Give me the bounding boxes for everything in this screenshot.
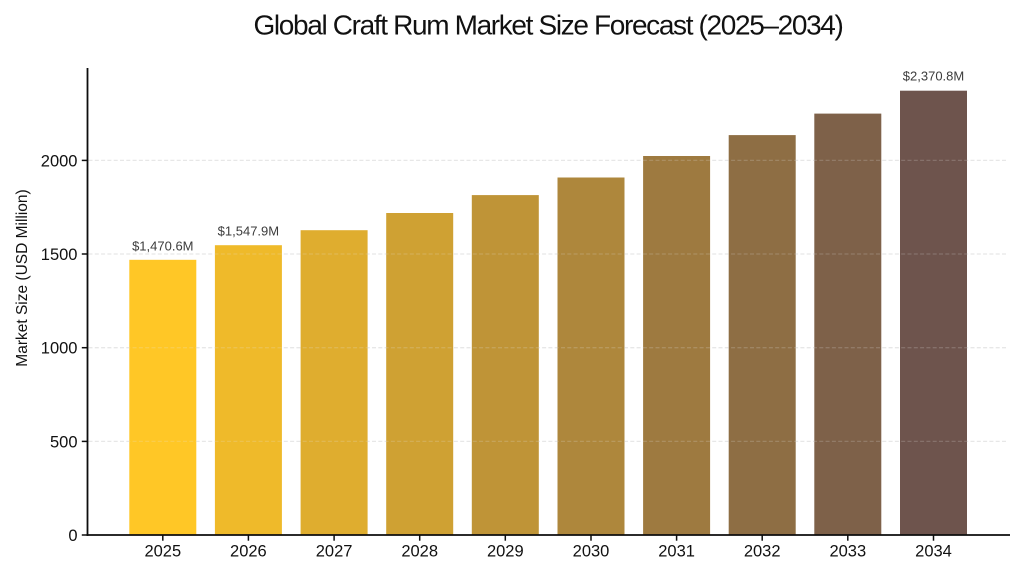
svg-text:Market Size (USD Million): Market Size (USD Million) <box>14 189 31 366</box>
svg-text:2000: 2000 <box>41 152 78 170</box>
svg-text:2032: 2032 <box>744 543 781 561</box>
svg-text:2029: 2029 <box>487 543 524 561</box>
svg-text:500: 500 <box>50 433 78 451</box>
svg-text:2030: 2030 <box>573 543 610 561</box>
svg-text:2027: 2027 <box>316 543 353 561</box>
svg-text:$1,547.9M: $1,547.9M <box>218 224 279 239</box>
svg-text:2033: 2033 <box>829 543 866 561</box>
svg-text:Global Craft Rum Market Size F: Global Craft Rum Market Size Forecast (2… <box>253 10 842 41</box>
svg-text:1500: 1500 <box>41 246 78 264</box>
svg-text:$1,470.6M: $1,470.6M <box>132 239 193 254</box>
svg-text:2026: 2026 <box>230 543 267 561</box>
svg-text:1000: 1000 <box>41 340 78 358</box>
svg-text:2028: 2028 <box>401 543 438 561</box>
svg-text:2025: 2025 <box>144 543 181 561</box>
svg-text:2034: 2034 <box>915 543 952 561</box>
svg-text:0: 0 <box>68 527 77 545</box>
svg-text:2031: 2031 <box>658 543 695 561</box>
svg-text:$2,370.8M: $2,370.8M <box>903 68 964 83</box>
